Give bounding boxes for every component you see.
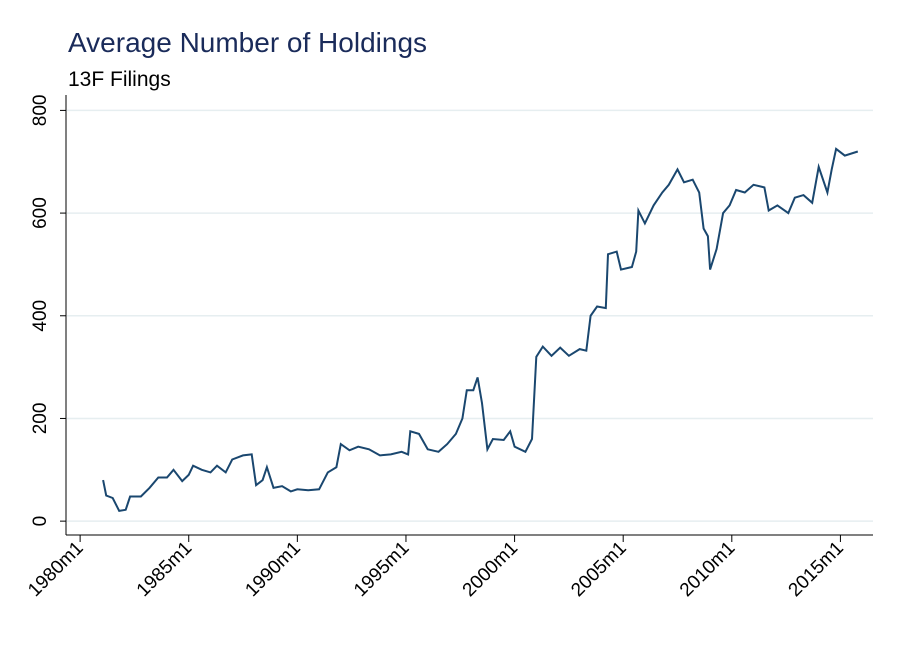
- data-line: [102, 147, 859, 513]
- x-tick-label: 1985m1: [133, 538, 196, 601]
- x-tick-label: 1995m1: [350, 538, 413, 601]
- x-tick-label: 1990m1: [241, 538, 304, 601]
- x-tick-label: 2010m1: [676, 538, 739, 601]
- chart-subtitle: 13F Filings: [68, 68, 171, 91]
- y-tick-label: 400: [30, 300, 51, 332]
- x-tick-label: 2005m1: [567, 538, 630, 601]
- y-tick-label: 0: [30, 516, 51, 527]
- chart-title: Average Number of Holdings: [68, 27, 427, 58]
- x-tick-label: 1980m1: [24, 538, 87, 601]
- y-tick-label: 200: [30, 403, 51, 435]
- x-tick-label: 2015m1: [785, 538, 848, 601]
- x-tick-label: 2000m1: [459, 538, 522, 601]
- y-tick-label: 800: [30, 95, 51, 127]
- y-tick-label: 600: [30, 197, 51, 229]
